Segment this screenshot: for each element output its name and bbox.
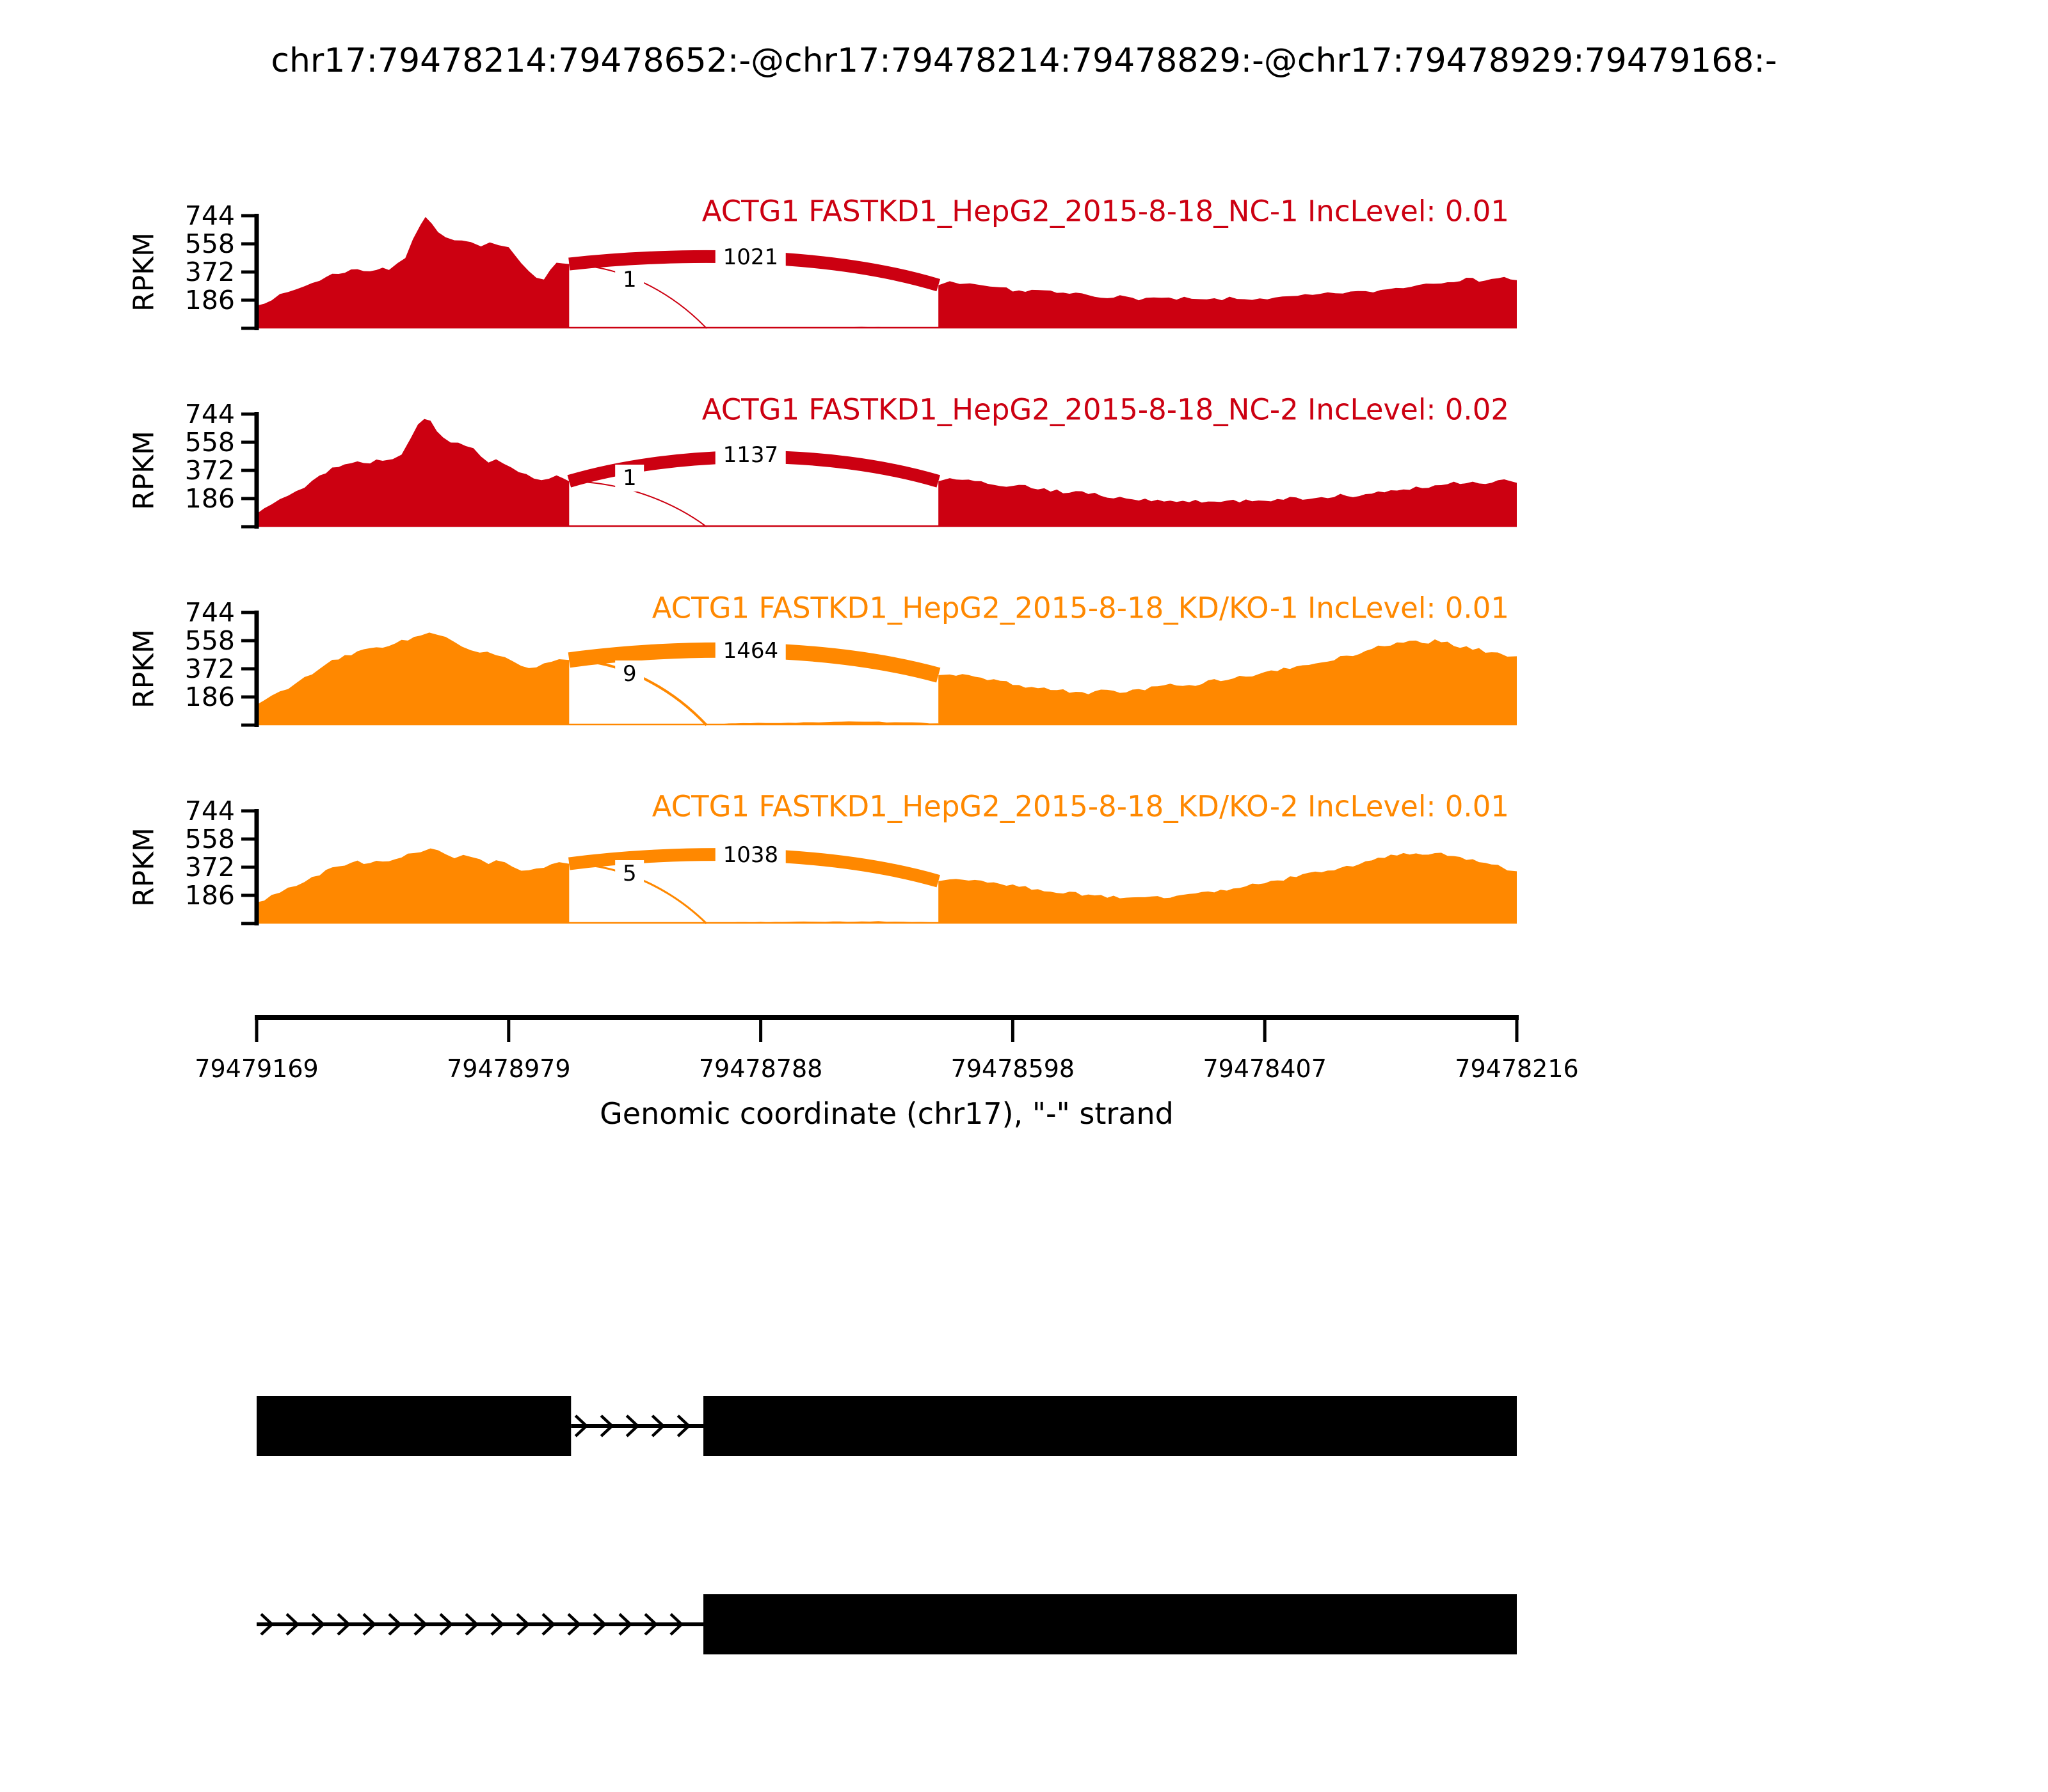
exon-box — [703, 1396, 1517, 1456]
coverage-area — [938, 478, 1517, 527]
y-tick-label: 558 — [184, 625, 235, 656]
strand-arrow-icon — [362, 1613, 377, 1636]
strand-arrow-icon — [465, 1613, 479, 1636]
junction-arc-inclusion — [569, 481, 707, 527]
junction-count-inclusion: 9 — [614, 660, 644, 687]
x-axis — [255, 1015, 1519, 1042]
coverage-area — [257, 848, 570, 924]
y-tick-label: 372 — [184, 257, 235, 287]
x-tick-label: 79478407 — [1203, 1055, 1327, 1083]
y-tick-label: 186 — [184, 880, 235, 911]
x-tick-label: 79478216 — [1455, 1055, 1579, 1083]
x-tick-label: 79478979 — [447, 1055, 571, 1083]
strand-arrow-icon — [311, 1613, 326, 1636]
y-tick-label: 186 — [184, 285, 235, 316]
y-tick-label: 372 — [184, 852, 235, 883]
y-tick-label: 372 — [184, 653, 235, 684]
y-tick-label: 372 — [184, 455, 235, 486]
x-tick-label: 79479169 — [195, 1055, 319, 1083]
junction-count-skipping: 1137 — [715, 442, 787, 469]
track-label-kdko-1: ACTG1 FASTKD1_HepG2_2015-8-18_KD/KO-1 In… — [652, 591, 1509, 625]
junction-count-skipping: 1038 — [715, 842, 787, 869]
y-tick-label: 558 — [184, 228, 235, 259]
strand-arrow-icon — [625, 1414, 640, 1437]
coverage-track-kd-ko-2 — [241, 809, 1517, 925]
x-tick-label: 79478788 — [698, 1055, 823, 1083]
y-axis-label: RPKM — [127, 431, 161, 510]
strand-arrow-icon — [260, 1613, 275, 1636]
x-tick-label: 79478598 — [950, 1055, 1075, 1083]
gene-model-isoform-2 — [257, 1594, 1517, 1654]
strand-arrow-icon — [285, 1613, 300, 1636]
y-tick-label: 558 — [184, 427, 235, 458]
coverage-area — [257, 632, 570, 725]
exon-box — [257, 1396, 572, 1456]
strand-arrow-icon — [669, 1613, 684, 1636]
y-tick-label: 558 — [184, 824, 235, 854]
strand-arrow-icon — [388, 1613, 403, 1636]
gene-model — [257, 1396, 1517, 1654]
track-label-nc-1: ACTG1 FASTKD1_HepG2_2015-8-18_NC-1 IncLe… — [701, 194, 1509, 228]
strand-arrow-icon — [567, 1613, 582, 1636]
y-tick-label: 744 — [184, 200, 235, 231]
y-tick-label: 744 — [184, 597, 235, 628]
junction-count-inclusion: 1 — [614, 465, 644, 492]
strand-arrow-icon — [651, 1414, 666, 1437]
junction-count-skipping: 1021 — [715, 243, 787, 271]
coverage-track-nc-2 — [241, 412, 1517, 529]
track-label-kdko-2: ACTG1 FASTKD1_HepG2_2015-8-18_KD/KO-2 In… — [652, 789, 1509, 824]
coverage-area — [257, 419, 570, 527]
strand-arrow-icon — [618, 1613, 633, 1636]
strand-arrow-icon — [644, 1613, 659, 1636]
strand-arrow-icon — [413, 1613, 428, 1636]
strand-arrow-icon — [676, 1414, 691, 1437]
y-axis-label: RPKM — [127, 232, 161, 312]
coverage-area — [257, 217, 570, 328]
coverage-area — [938, 852, 1517, 924]
y-axis-label: RPKM — [127, 629, 161, 708]
x-axis-label: Genomic coordinate (chr17), "-" strand — [600, 1096, 1174, 1131]
junction-count-skipping: 1464 — [715, 637, 787, 665]
y-tick-label: 744 — [184, 796, 235, 826]
coverage-area — [938, 276, 1517, 328]
exon-box — [703, 1594, 1517, 1654]
y-axis-label: RPKM — [127, 828, 161, 907]
junction-count-inclusion: 5 — [614, 860, 644, 887]
strand-arrow-icon — [516, 1613, 531, 1636]
strand-arrow-icon — [574, 1414, 589, 1437]
coverage-area — [938, 639, 1517, 725]
coverage-track-nc-1 — [241, 214, 1517, 330]
y-tick-label: 744 — [184, 399, 235, 429]
strand-arrow-icon — [593, 1613, 607, 1636]
strand-arrow-icon — [439, 1613, 454, 1636]
strand-arrow-icon — [541, 1613, 556, 1636]
track-label-nc-2: ACTG1 FASTKD1_HepG2_2015-8-18_NC-2 IncLe… — [701, 392, 1509, 427]
coverage-track-kd-ko-1 — [241, 611, 1517, 727]
page-title: chr17:79478214:79478652:-@chr17:79478214… — [271, 42, 1777, 80]
strand-arrow-icon — [337, 1613, 351, 1636]
junction-count-inclusion: 1 — [614, 266, 644, 294]
strand-arrow-icon — [600, 1414, 614, 1437]
strand-arrow-icon — [490, 1613, 505, 1636]
gene-model-isoform-1 — [257, 1396, 1517, 1456]
y-tick-label: 186 — [184, 682, 235, 712]
y-tick-label: 186 — [184, 483, 235, 514]
